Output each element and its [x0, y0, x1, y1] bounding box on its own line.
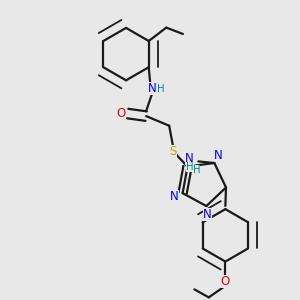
- Text: N: N: [185, 152, 194, 165]
- Text: H: H: [157, 84, 165, 94]
- Text: S: S: [169, 145, 177, 158]
- Text: O: O: [117, 107, 126, 120]
- Text: N: N: [148, 82, 156, 95]
- Text: N: N: [214, 149, 223, 162]
- Text: O: O: [221, 275, 230, 288]
- Text: N: N: [203, 208, 212, 221]
- Text: H: H: [193, 165, 200, 176]
- Text: H: H: [186, 162, 194, 172]
- Text: N: N: [170, 190, 179, 203]
